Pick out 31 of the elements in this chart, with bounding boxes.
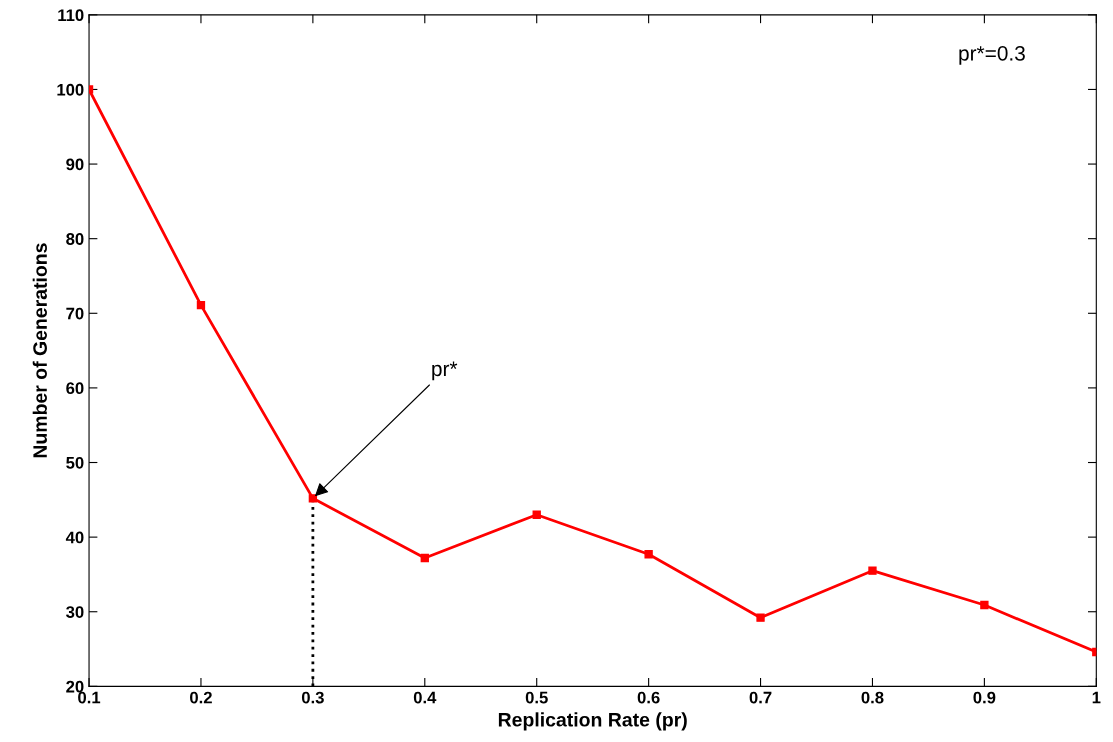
point [196,300,206,310]
x-axis-title: Replication Rate (pr) [498,712,687,731]
point [868,566,877,575]
x-tick-label: 0.2 [190,691,212,704]
point [532,510,541,519]
point [756,613,765,622]
annotation: pr*=0.3 [959,45,1025,65]
y-tick-label: 80 [66,233,84,245]
y-tick-label: 50 [66,456,84,469]
y-tick-label: 70 [66,307,84,320]
y-tick-label: 60 [66,382,84,395]
point [644,550,653,559]
x-tick-label: 0.5 [525,691,548,704]
y-tick-label: 20 [66,680,84,693]
x-tick-label: 0.9 [973,691,996,704]
point [980,600,989,610]
y-axis-title: Number of Generations [32,243,47,458]
x-tick-label: 1 [1092,691,1101,704]
x-tick-label: 0.6 [637,691,660,704]
point [420,553,429,563]
y-tick-label: 40 [65,531,84,544]
x-tick-label: 0.7 [749,691,772,704]
x-tick-label: 0.1 [78,691,101,704]
annotation: pr* [432,361,458,381]
y-tick-label: 30 [66,606,84,618]
x-tick-label: 0.3 [301,691,324,704]
y-tick-label: 100 [57,83,84,96]
y-tick-label: 90 [66,158,84,171]
y-tick-label: 110 [58,9,84,22]
x-tick-label: 0.4 [413,691,437,704]
x-tick-label: 0.8 [861,691,884,704]
